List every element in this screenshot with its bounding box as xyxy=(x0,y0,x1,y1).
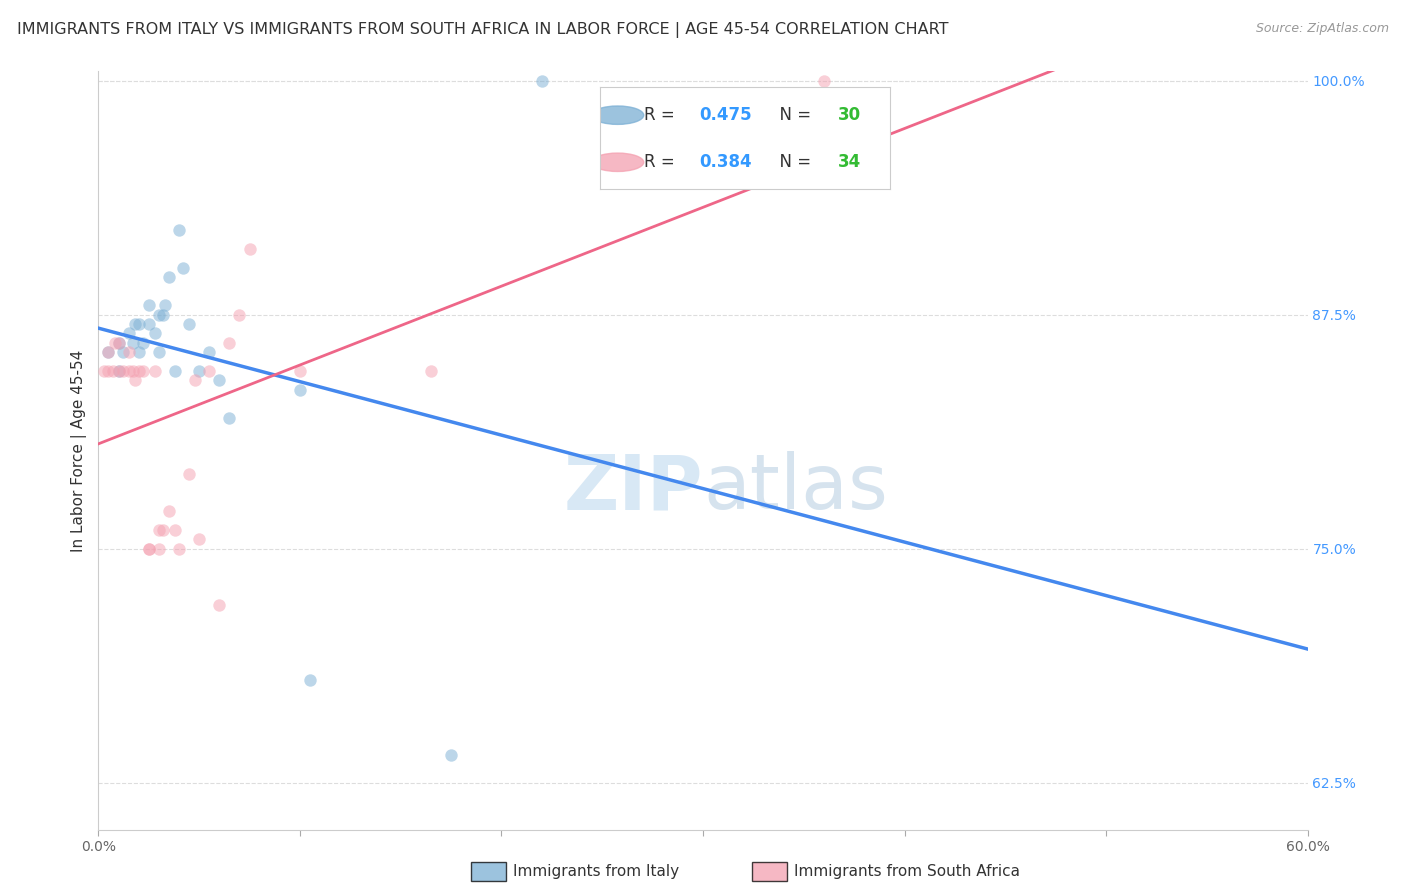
Point xyxy=(218,335,240,350)
Y-axis label: In Labor Force | Age 45-54: In Labor Force | Age 45-54 xyxy=(72,350,87,551)
Point xyxy=(179,317,201,331)
Point xyxy=(813,73,835,87)
Point xyxy=(157,504,180,518)
Point xyxy=(148,308,170,322)
Text: atlas: atlas xyxy=(703,451,887,525)
Point xyxy=(103,335,125,350)
Point xyxy=(101,364,124,378)
Point xyxy=(121,364,143,378)
Text: ZIP: ZIP xyxy=(564,451,703,525)
Point xyxy=(97,345,120,359)
Point xyxy=(107,335,129,350)
Point xyxy=(163,364,186,378)
Point xyxy=(111,364,134,378)
Point xyxy=(138,317,160,331)
Point xyxy=(93,364,115,378)
Point xyxy=(228,308,250,322)
Point xyxy=(208,598,231,612)
Point xyxy=(138,541,160,556)
Point xyxy=(153,298,176,312)
Point xyxy=(152,523,174,537)
Point xyxy=(179,467,201,481)
Point xyxy=(118,364,141,378)
Point xyxy=(97,364,120,378)
Point xyxy=(128,317,150,331)
Point xyxy=(124,373,146,387)
Point xyxy=(172,260,194,275)
Point xyxy=(167,223,190,237)
Point xyxy=(128,345,150,359)
Text: Immigrants from Italy: Immigrants from Italy xyxy=(513,864,679,879)
Point xyxy=(163,523,186,537)
Point xyxy=(107,335,129,350)
Point xyxy=(138,298,160,312)
Point xyxy=(124,317,146,331)
Point xyxy=(198,345,221,359)
Point xyxy=(132,335,155,350)
Point xyxy=(157,270,180,285)
Point xyxy=(111,345,134,359)
Point xyxy=(132,364,155,378)
Point xyxy=(208,373,231,387)
Point xyxy=(530,73,553,87)
Point xyxy=(97,345,120,359)
Point xyxy=(239,242,262,256)
Point xyxy=(118,326,141,341)
Point xyxy=(148,345,170,359)
Point xyxy=(148,523,170,537)
Point xyxy=(121,335,143,350)
Point xyxy=(188,533,211,547)
Point xyxy=(143,326,166,341)
Point xyxy=(148,541,170,556)
Point xyxy=(107,364,129,378)
Point xyxy=(167,541,190,556)
Point xyxy=(299,673,322,687)
Text: Immigrants from South Africa: Immigrants from South Africa xyxy=(794,864,1021,879)
Point xyxy=(107,364,129,378)
Point xyxy=(440,747,463,762)
Point xyxy=(288,364,311,378)
Point xyxy=(198,364,221,378)
Point xyxy=(152,308,174,322)
Point xyxy=(218,410,240,425)
Point xyxy=(288,383,311,397)
Text: IMMIGRANTS FROM ITALY VS IMMIGRANTS FROM SOUTH AFRICA IN LABOR FORCE | AGE 45-54: IMMIGRANTS FROM ITALY VS IMMIGRANTS FROM… xyxy=(17,22,949,38)
Point xyxy=(188,364,211,378)
Point xyxy=(143,364,166,378)
Point xyxy=(118,345,141,359)
Point xyxy=(420,364,443,378)
Point xyxy=(184,373,207,387)
Text: Source: ZipAtlas.com: Source: ZipAtlas.com xyxy=(1256,22,1389,36)
Point xyxy=(138,541,160,556)
Point xyxy=(128,364,150,378)
